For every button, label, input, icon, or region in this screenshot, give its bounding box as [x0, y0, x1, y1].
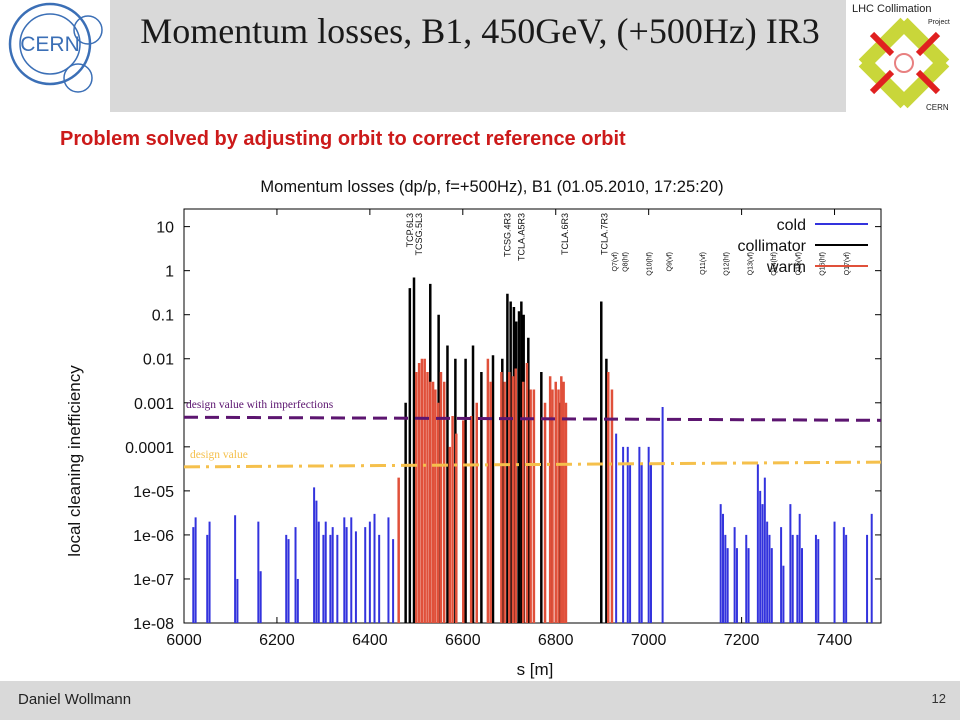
- cern-logo: CERN: [0, 0, 110, 112]
- element-label: Q14(hf): [771, 252, 778, 276]
- y-axis-label: local cleaning inefficiency: [65, 365, 84, 557]
- element-label: Q10(hf): [647, 252, 654, 276]
- x-tick-label: 6000: [166, 632, 202, 649]
- y-tick-label: 1: [165, 264, 174, 281]
- y-tick-label: 1e-07: [133, 572, 174, 589]
- legend-label-warm: warm: [766, 259, 806, 276]
- y-tick-label: 0.001: [134, 396, 174, 413]
- element-label: TCLA.A5R3: [516, 213, 526, 261]
- legend-label-collimator: collimator: [738, 238, 807, 255]
- author-name: Daniel Wollmann: [18, 691, 132, 708]
- lhc-logo-line-3: CERN: [926, 103, 949, 112]
- y-tick-label: 1e-05: [133, 484, 174, 501]
- y-tick-label: 0.01: [143, 352, 174, 369]
- chart-title: Momentum losses (dp/p, f=+500Hz), B1 (01…: [260, 178, 723, 196]
- element-label: Q7(vf): [612, 252, 619, 271]
- design-value-imperfections-label: design value with imperfections: [186, 399, 334, 411]
- lhc-collimation-logo: LHC Collimation Project CERN: [846, 0, 960, 120]
- x-tick-label: 6200: [259, 632, 295, 649]
- y-tick-label: 10: [156, 220, 174, 237]
- element-label: Q17(vf): [844, 252, 851, 275]
- design-value-imperfections-line: [183, 415, 882, 422]
- y-tick-label: 1e-06: [133, 528, 174, 545]
- cern-logo-text: CERN: [20, 33, 80, 56]
- x-tick-label: 6600: [445, 632, 481, 649]
- y-tick-label: 0.1: [152, 308, 174, 325]
- design-value-label: design value: [190, 449, 248, 461]
- x-tick-label: 7000: [631, 632, 667, 649]
- element-label: Q12(hf): [723, 252, 730, 276]
- element-label: TCLA.7R3: [600, 213, 610, 255]
- x-tick-label: 6800: [538, 632, 574, 649]
- loss-map-chart: Momentum losses (dp/p, f=+500Hz), B1 (01…: [65, 178, 882, 679]
- title-bar: CERN Momentum losses, B1, 450GeV, (+500H…: [0, 0, 960, 120]
- element-label: Q11(vf): [700, 252, 707, 275]
- x-tick-label: 6400: [352, 632, 388, 649]
- footer-bar: Daniel Wollmann 12: [0, 681, 960, 720]
- element-label: TCLA.6R3: [560, 213, 570, 255]
- x-axis-label: s [m]: [517, 660, 554, 679]
- lhc-logo-line-2: Project: [928, 19, 950, 26]
- element-label: TCSG.5L3: [414, 213, 424, 256]
- x-tick-label: 7200: [724, 632, 760, 649]
- y-tick-label: 0.0001: [125, 440, 174, 457]
- y-tick-label: 1e-08: [133, 616, 174, 633]
- element-label: TCP.6L3: [405, 213, 415, 247]
- element-label: Q9(vf): [667, 252, 674, 271]
- element-label: TCSG.4R3: [502, 213, 512, 257]
- element-label: Q8(hf): [623, 252, 630, 272]
- slide-subtitle: Problem solved by adjusting orbit to cor…: [60, 128, 626, 150]
- lhc-logo-line-1: LHC Collimation: [852, 3, 931, 15]
- lhc-collimation-logo-icon: LHC Collimation Project CERN: [852, 3, 950, 112]
- x-tick-label: 7400: [817, 632, 853, 649]
- element-label: Q13(vf): [747, 252, 754, 275]
- legend-label-cold: cold: [777, 217, 806, 234]
- cern-logo-icon: CERN: [8, 2, 103, 93]
- page-number: 12: [931, 691, 946, 706]
- design-value-line: [183, 460, 882, 469]
- slide-title: Momentum losses, B1, 450GeV, (+500Hz) IR…: [140, 11, 820, 51]
- element-label: Q15(vf): [795, 252, 802, 275]
- element-label: Q16(hf): [820, 252, 827, 276]
